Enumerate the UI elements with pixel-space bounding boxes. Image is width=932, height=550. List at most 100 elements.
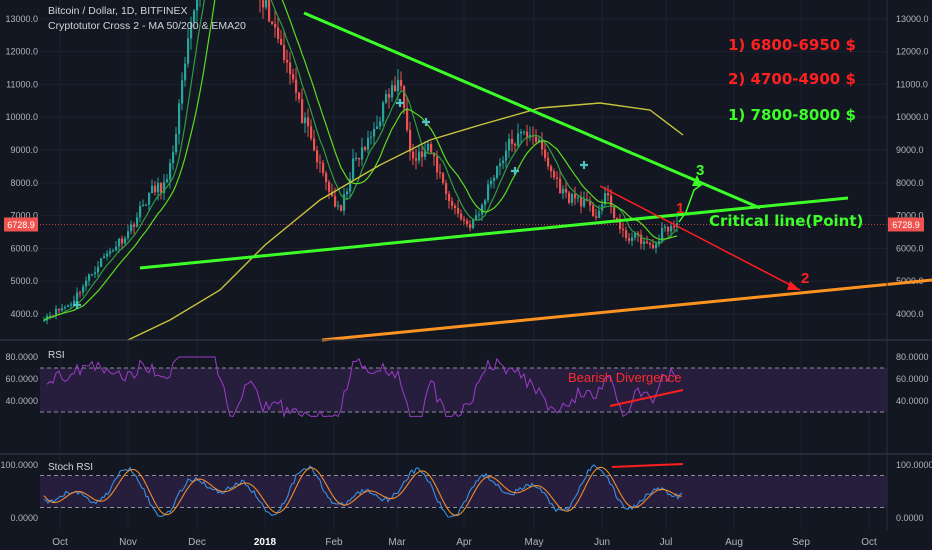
candle-body [448,193,451,202]
candle-body [361,147,364,160]
candle-body [541,139,544,150]
candle-body [358,157,361,160]
point-1-label: 1 [676,200,684,217]
candle-body [334,196,337,207]
candle-body [559,178,562,194]
candle-body [496,166,499,178]
rsi-tick-left: 80.0000 [5,352,38,362]
candle-body [295,79,298,93]
candle-body [391,85,394,98]
candle-body [667,226,670,232]
candle-body [70,304,73,306]
candle-body [310,126,313,139]
candle-body [283,44,286,60]
stoch-tick-right: 0.0000 [896,513,924,523]
candle-body [421,151,424,158]
candle-body [190,22,193,39]
candle-body [76,292,79,301]
x-tick-May: May [525,537,544,548]
x-tick-Apr: Apr [456,537,472,548]
rsi-line [46,356,678,419]
candle-body [526,131,529,138]
candle-body [475,215,478,220]
candle-body [430,143,433,153]
y-tick-right: 9000.0 [896,145,924,155]
candle-body [634,232,637,238]
candle-body [469,224,472,229]
candle-body [415,158,418,161]
y-tick-left: 8000.0 [10,178,38,188]
divergence-line [609,389,684,407]
rsi-tick-left: 60.0000 [5,374,38,384]
candle-body [121,238,124,244]
candle-body [505,150,508,161]
candle-body [625,230,628,238]
candle-body [433,152,436,157]
ascending-trendline [139,196,849,270]
candle-body [340,205,343,211]
candle-body [280,39,283,45]
candle-body [316,150,319,163]
candle-body [175,134,178,153]
stoch-tick-right: 100.0000 [896,460,932,470]
cross-marker-4 [580,161,588,169]
candle-body [364,147,367,150]
candle-body [43,320,46,322]
candle-body [88,274,91,281]
candle-body [553,171,556,178]
candle-body [82,286,85,293]
candle-body [628,237,631,241]
candle-body [193,10,196,23]
candle-body [97,266,100,273]
candle-body [346,191,349,195]
candle-body [664,226,667,228]
candle-body [328,182,331,192]
candle-body [610,195,613,207]
candle-body [439,172,442,174]
candle-body [442,173,445,184]
candle-body [445,183,448,194]
stoch-tick-left: 0.0000 [10,513,38,523]
stoch-divergence-line [611,463,684,468]
x-tick-Jul: Jul [660,537,673,548]
candle-body [406,108,409,130]
candle-body [127,231,130,239]
x-tick-Jun: Jun [594,537,610,548]
candle-body [262,0,265,8]
candle-body [544,149,547,158]
rsi-tick-right: 40.0000 [896,396,929,406]
candle-body [409,129,412,152]
y-tick-right: 6000.0 [896,243,924,253]
y-tick-right: 4000.0 [896,309,924,319]
candle-body [472,219,475,229]
candle-body [376,126,379,129]
candle-body [487,184,490,201]
candle-body [622,228,625,231]
candle-body [649,243,652,245]
y-tick-left: 9000.0 [10,145,38,155]
candles [43,0,679,325]
candle-body [151,185,154,194]
candle-body [118,238,121,247]
projection-arrowhead [787,281,800,290]
candle-body [394,85,397,92]
candle-body [493,177,496,181]
candle-body [163,182,166,193]
candle-body [85,280,88,287]
last-price-right: 6728.9 [892,220,920,230]
candle-body [436,156,439,173]
candle-body [160,183,163,193]
candle-body [286,59,289,63]
y-tick-left: 10000.0 [5,112,38,122]
candle-body [355,157,358,159]
candle-body [658,240,661,245]
candle-body [94,272,97,274]
cross-marker-0 [73,301,81,309]
candle-body [661,227,664,241]
candle-body [130,224,133,232]
candle-body [412,151,415,159]
candle-body [337,205,340,207]
candle-body [91,273,94,275]
candle-body [592,205,595,217]
